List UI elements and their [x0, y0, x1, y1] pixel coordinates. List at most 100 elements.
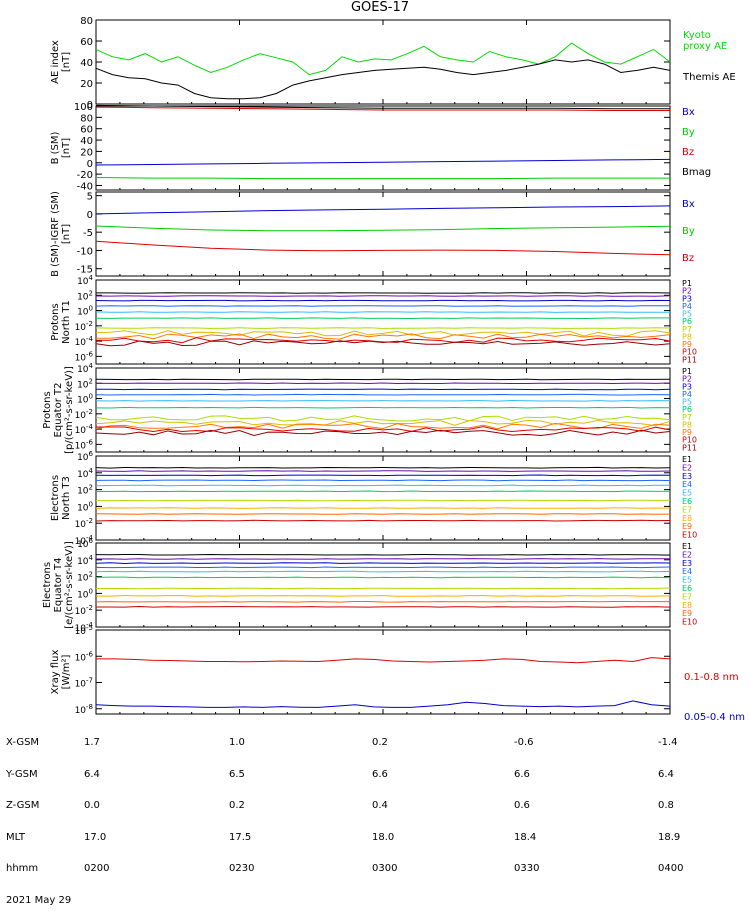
- y-tick-label: 80: [80, 16, 93, 27]
- footer-value: 6.6: [514, 768, 530, 780]
- series-line-p8: [95, 330, 671, 337]
- series-line-p10: [96, 426, 671, 433]
- footer-value: 17.5: [229, 831, 252, 843]
- panel-frame: [95, 455, 671, 541]
- legend-label-e3: E3: [682, 559, 692, 568]
- footer-value: 0.2: [372, 737, 388, 748]
- series-line-e8: [95, 507, 671, 509]
- series-line-p5: [95, 311, 670, 313]
- panel-frame: [95, 191, 671, 277]
- legend-label-bz: Bz: [682, 147, 694, 158]
- series-line-e7: [96, 499, 671, 502]
- panel-4: [95, 279, 671, 365]
- legend-label-e2: E2: [682, 550, 692, 559]
- series-line-p2: [95, 295, 671, 297]
- series-line-p4: [95, 305, 670, 307]
- panel-8: [95, 629, 671, 715]
- series-line-0-1-0-8-nm: [96, 657, 671, 664]
- legend-label-kyoto: Kyoto: [683, 30, 711, 41]
- series-line-e1: [95, 553, 671, 556]
- y-tick-label: 104: [77, 554, 93, 567]
- legend-label-e10: E10: [682, 618, 697, 627]
- legend-label-kyoto: proxy AE: [683, 41, 727, 52]
- y-axis-label: [p/(cm²-s-sr-keV)]: [64, 366, 75, 454]
- footer-column-2: 0.2 6.6 0.4 18.0 0300: [372, 717, 397, 885]
- legend-label-p11: P11: [682, 355, 697, 364]
- footer-value: 6.4: [658, 768, 674, 780]
- y-tick-label: 10-4: [75, 534, 94, 547]
- legend-label-themis: Themis AE: [682, 72, 736, 83]
- y-tick-label: 0: [87, 210, 93, 221]
- y-axis-label: [e/(cm²-s-sr-keV)]: [64, 541, 75, 629]
- series-line-by: [95, 225, 671, 232]
- legend-label-p4: P4: [682, 302, 692, 311]
- legend-label-p8: P8: [682, 420, 692, 429]
- legend-label-e4: E4: [682, 567, 692, 576]
- footer-label-z: Z-GSM: [6, 800, 40, 811]
- legend-label-p7: P7: [682, 325, 692, 334]
- y-tick-label: -10: [77, 246, 93, 257]
- legend-label-e8: E8: [682, 601, 692, 610]
- legend-label-e6: E6: [682, 584, 692, 593]
- legend-label-e1: E1: [682, 542, 692, 551]
- footer-value: 0.0: [84, 800, 100, 811]
- y-tick-label: 80: [80, 113, 93, 124]
- series-line-kyoto-proxy-ae: [95, 42, 671, 76]
- series-line-e5: [95, 484, 671, 487]
- panel-3: [95, 191, 671, 277]
- series-line-e4: [95, 479, 671, 482]
- y-tick-label: -20: [77, 170, 93, 181]
- series-line-e9: [95, 513, 671, 515]
- footer-row-labels: X-GSM Y-GSM Z-GSM MLT hhmm 2021 May 29: [6, 717, 71, 917]
- series-line-p3: [95, 299, 671, 302]
- y-tick-label: 10-2: [75, 604, 93, 617]
- footer-value: 1.7: [84, 737, 100, 748]
- panel-5: [95, 367, 671, 453]
- legend-label-p5: P5: [682, 310, 692, 319]
- footer-value: 6.5: [229, 768, 245, 780]
- footer-value: 0330: [514, 863, 540, 874]
- series-line-p9: [96, 333, 671, 340]
- y-tick-label: 100: [77, 500, 93, 513]
- legend-label-bmag: Bmag: [682, 167, 711, 178]
- y-tick-label: 100: [77, 587, 93, 600]
- y-axis-label: Electrons: [50, 475, 61, 521]
- series-line-p11: [95, 429, 671, 437]
- series-line-bz: [95, 240, 671, 256]
- panel-frame: [95, 19, 671, 105]
- series-line-p6: [95, 406, 671, 409]
- y-tick-label: 20: [80, 147, 93, 158]
- y-tick-label: 10-6: [75, 350, 94, 363]
- y-tick-label: 10-7: [75, 677, 93, 690]
- footer-value: 0400: [658, 863, 684, 874]
- series-line-e2: [95, 558, 671, 560]
- y-axis-label: Protons: [42, 391, 53, 428]
- legend-label-e2: E2: [682, 463, 692, 472]
- footer-value: 18.4: [514, 831, 537, 843]
- legend-label-p9: P9: [682, 340, 692, 349]
- legend-label-e7: E7: [682, 592, 692, 601]
- y-axis-label: North T1: [61, 300, 72, 344]
- legend-label-p6: P6: [682, 317, 692, 326]
- panel-frame: [95, 629, 671, 715]
- panel-7: [95, 542, 671, 628]
- series-line-e7: [96, 587, 671, 590]
- y-tick-label: 100: [77, 393, 93, 406]
- footer-column-3: -0.6 6.6 0.6 18.4 0330: [514, 717, 539, 885]
- y-tick-label: 10-6: [75, 438, 94, 451]
- y-tick-label: 102: [77, 571, 93, 584]
- legend-label-e4: E4: [682, 480, 692, 489]
- series-line-bx: [95, 205, 671, 215]
- y-tick-label: -40: [77, 181, 93, 192]
- legend-label-e8: E8: [682, 514, 692, 523]
- legend-label-p4: P4: [682, 390, 692, 399]
- y-tick-label: 40: [80, 58, 93, 69]
- y-axis-label: [nT]: [61, 138, 72, 158]
- footer-label-mlt: MLT: [6, 831, 25, 843]
- footer-column-0: 1.7 6.4 0.0 17.0 0200: [84, 717, 109, 885]
- y-tick-label: 5: [87, 192, 93, 203]
- y-tick-label: 10-4: [75, 423, 94, 436]
- series-line-p6: [95, 317, 670, 320]
- y-tick-label: 104: [77, 362, 93, 375]
